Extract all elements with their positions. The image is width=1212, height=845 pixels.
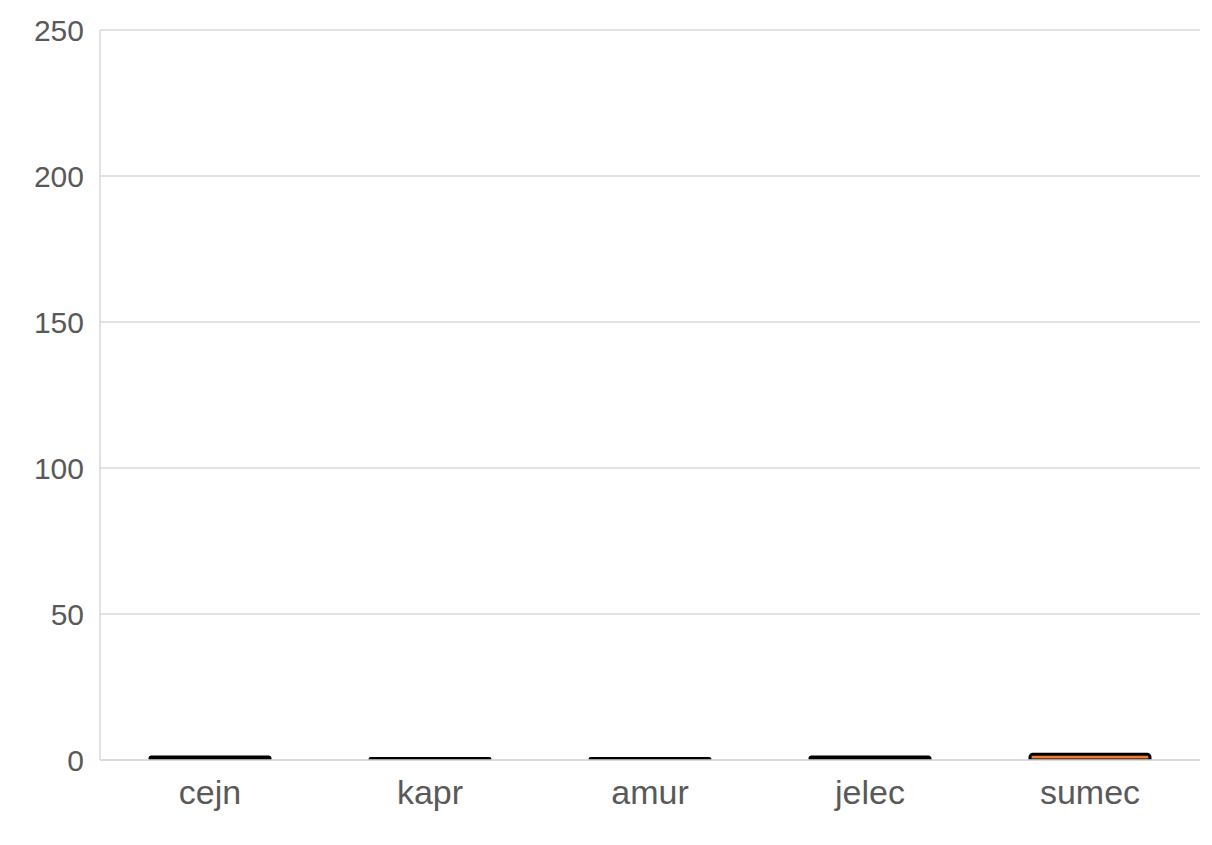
svg-text:250: 250 — [34, 14, 84, 47]
svg-text:cejn: cejn — [179, 773, 241, 811]
svg-text:0: 0 — [67, 744, 84, 777]
svg-text:kapr: kapr — [397, 773, 463, 811]
svg-text:100: 100 — [34, 452, 84, 485]
svg-text:jelec: jelec — [834, 773, 905, 811]
svg-text:150: 150 — [34, 306, 84, 339]
svg-text:50: 50 — [51, 598, 84, 631]
svg-text:200: 200 — [34, 160, 84, 193]
svg-text:amur: amur — [611, 773, 688, 811]
svg-text:sumec: sumec — [1040, 773, 1140, 811]
